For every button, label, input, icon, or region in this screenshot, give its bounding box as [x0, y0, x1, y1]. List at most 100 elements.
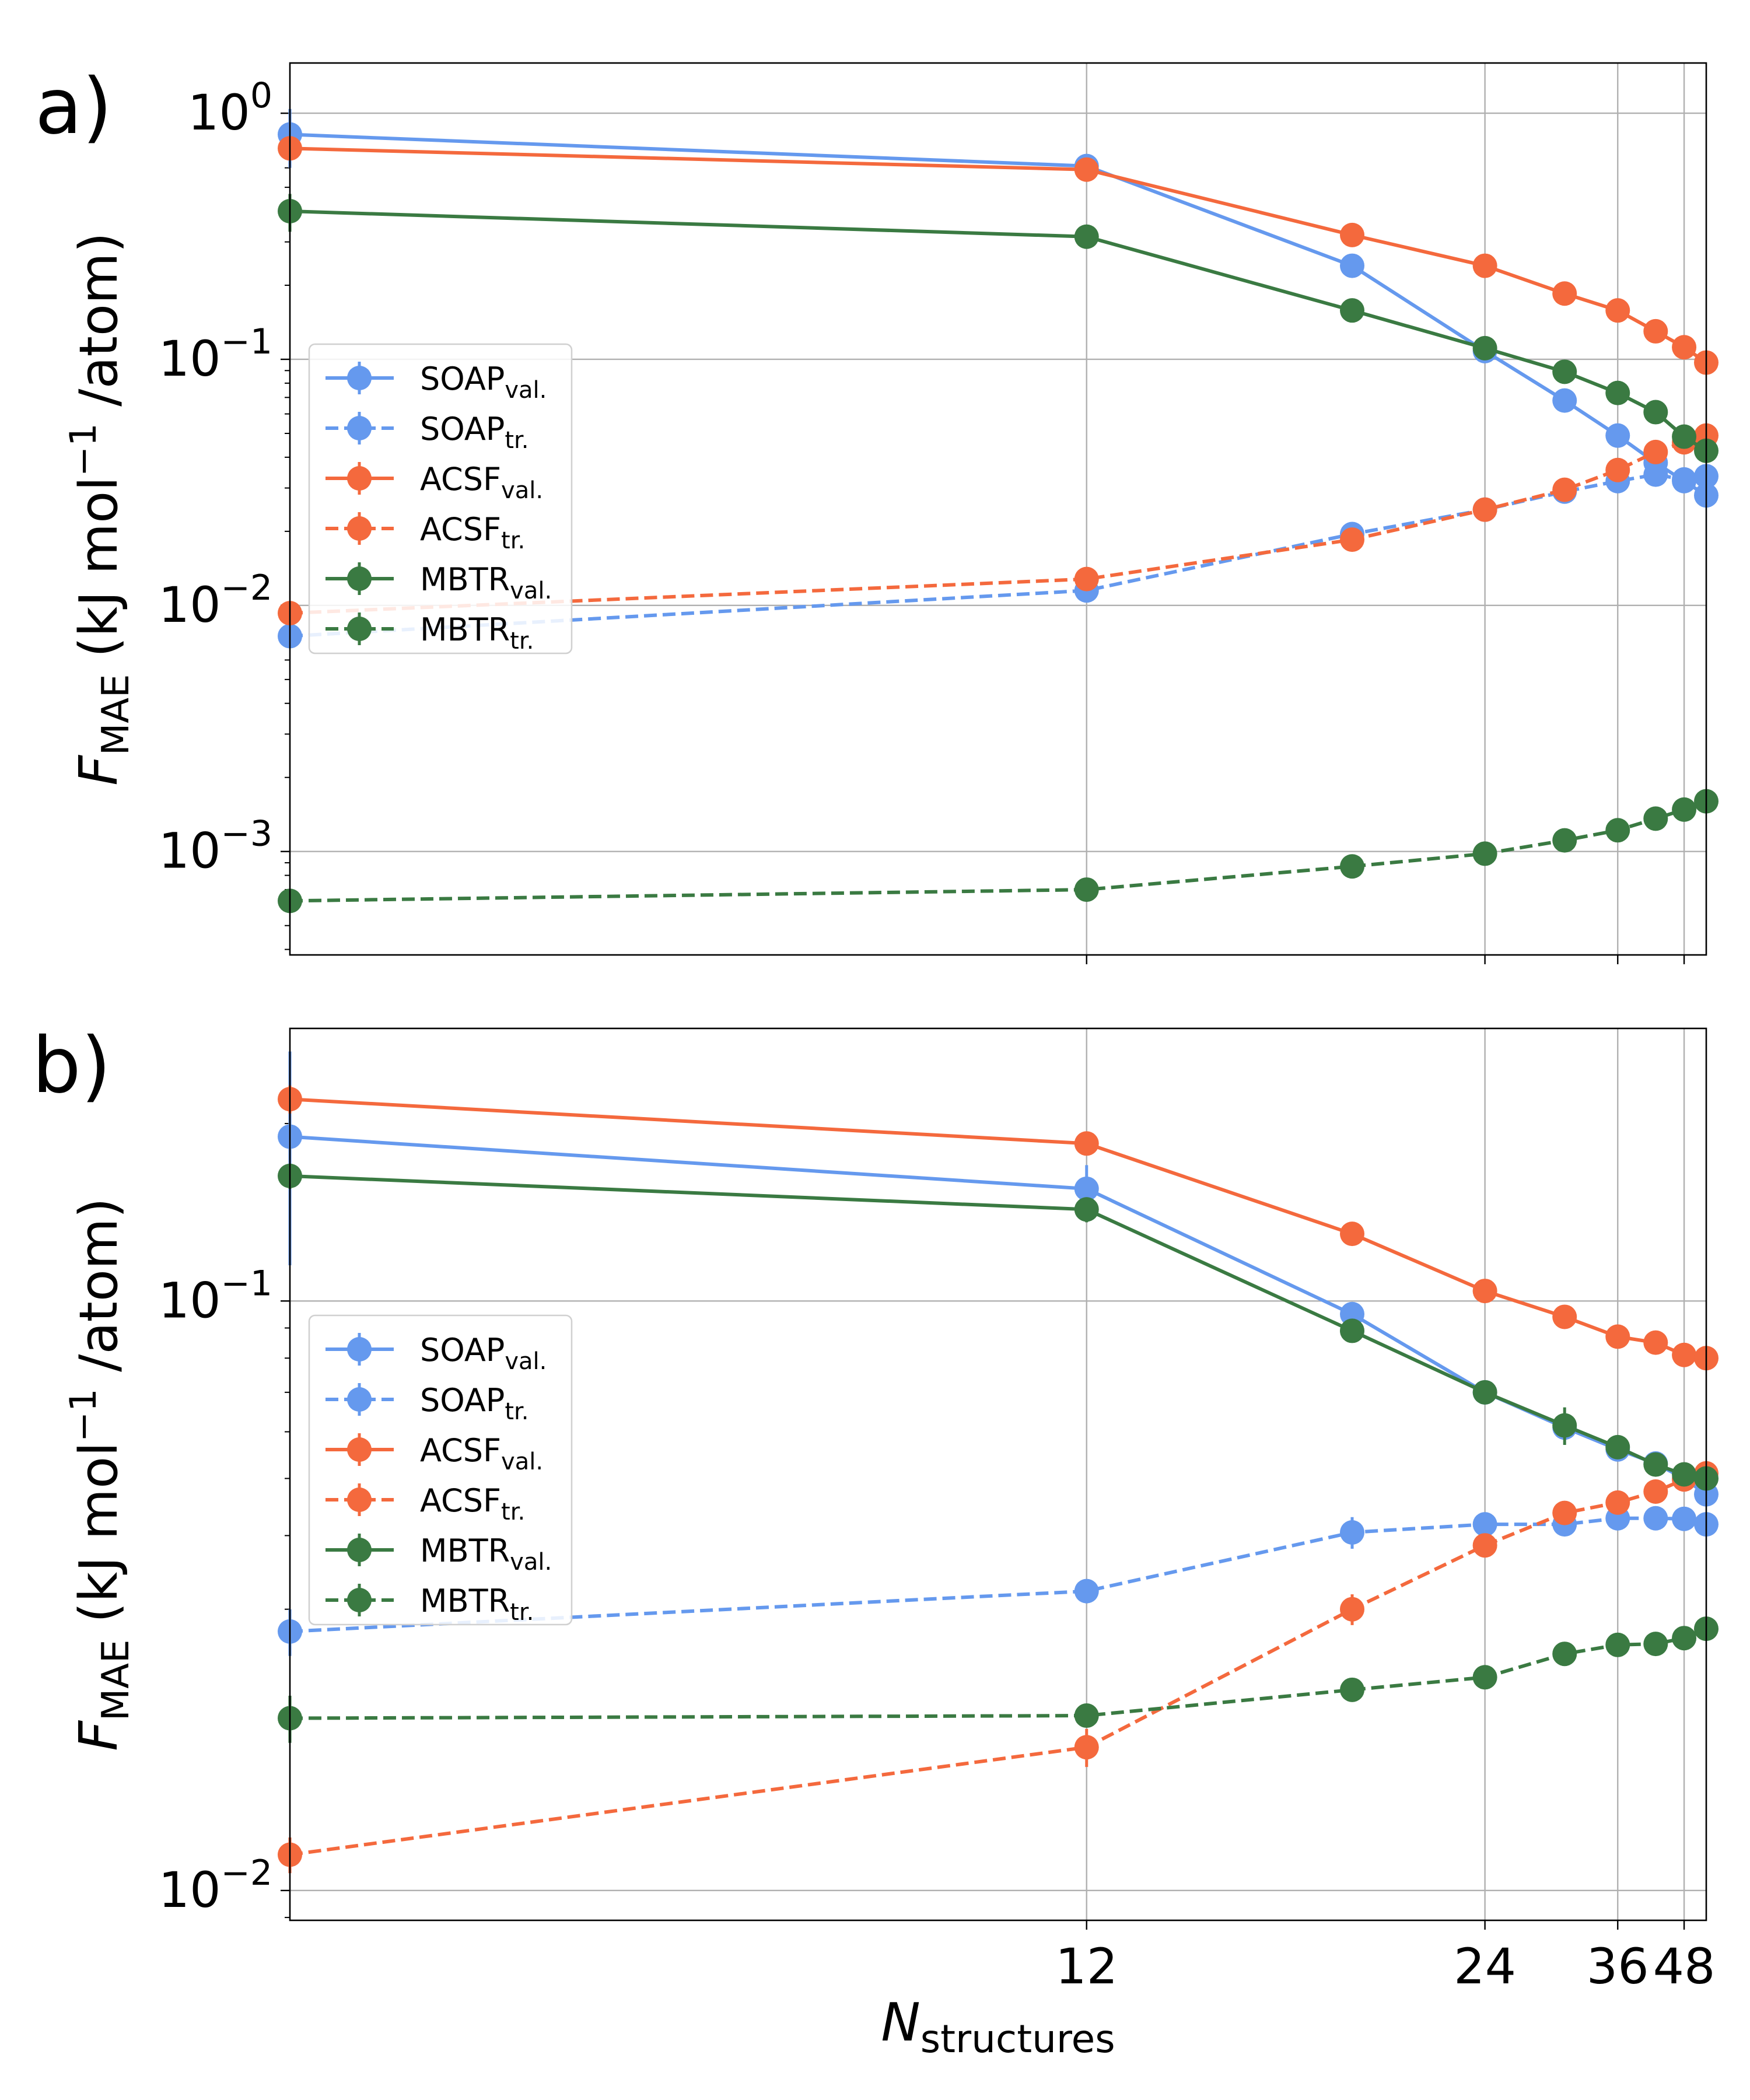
y-tick-label: 10−3: [159, 814, 272, 880]
legend-entry: SOAPval.: [326, 360, 547, 404]
legend-marker: [347, 1538, 372, 1562]
data-point: [1672, 335, 1697, 360]
data-point: [1605, 1434, 1630, 1460]
data-point: [1074, 1578, 1099, 1604]
legend-label: SOAPval.: [420, 1332, 547, 1375]
legend-label: ACSFval.: [420, 461, 543, 504]
data-point: [1552, 1413, 1577, 1438]
legend-marker: [347, 1588, 372, 1612]
data-point: [1340, 1677, 1364, 1702]
data-point: [1552, 388, 1577, 413]
data-point: [1643, 462, 1668, 487]
data-point: [1074, 1197, 1099, 1222]
data-point: [1605, 1490, 1630, 1515]
legend-label: ACSFval.: [420, 1432, 543, 1475]
data-point: [1605, 1632, 1630, 1657]
data-point: [1605, 1324, 1630, 1349]
legend-entry: ACSFval.: [326, 461, 543, 504]
legend-box: [308, 343, 573, 654]
data-point: [1552, 477, 1577, 502]
data-point: [1672, 467, 1697, 492]
data-point: [1643, 439, 1668, 464]
data-point: [1552, 1642, 1577, 1667]
data-point: [1472, 253, 1497, 278]
data-point: [1074, 1703, 1099, 1728]
legend-marker: [347, 466, 372, 491]
data-point: [1074, 157, 1099, 182]
series-mbtr-tr: [278, 789, 1718, 914]
data-point: [1472, 335, 1497, 360]
data-point: [1643, 1632, 1668, 1657]
legend-marker: [347, 366, 372, 390]
legend-marker: [347, 617, 372, 641]
legend-label: SOAPtr.: [420, 411, 529, 454]
legend-entry: SOAPval.: [326, 1332, 547, 1375]
legend-entry: MBTRtr.: [326, 611, 534, 654]
legend-marker: [347, 1488, 372, 1512]
series-mbtr-val: [278, 194, 1718, 463]
data-point: [1605, 423, 1630, 448]
data-point: [1552, 1500, 1577, 1525]
x-tick-label: 24: [1454, 1938, 1516, 1995]
data-point: [1605, 380, 1630, 405]
legend-label: MBTRtr.: [420, 1583, 534, 1626]
panel-label: b): [32, 1021, 111, 1111]
legend-marker: [347, 1387, 372, 1412]
panel-a: 100 10−1 10−2 10−3 SOAPval. SOAPtr. ACSFval. AC…: [35, 62, 1718, 964]
legend: SOAPval. SOAPtr. ACSFval. ACSFtr. MBTRval. MB…: [308, 1314, 573, 1626]
data-point: [1340, 1318, 1364, 1343]
y-axis-label: FMAE (kJ mol−1 /atom): [62, 1198, 138, 1751]
data-point: [1643, 1479, 1668, 1504]
legend-entry: MBTRval.: [326, 561, 552, 604]
series-line: [289, 146, 1707, 365]
legend-box: [308, 1314, 573, 1626]
legend-marker: [347, 416, 372, 440]
legend-marker: [347, 566, 372, 591]
data-point: [1472, 1279, 1497, 1304]
data-point: [1074, 877, 1099, 902]
data-point: [1472, 497, 1497, 522]
x-axis-label: Nstructures: [881, 1992, 1115, 2062]
data-point: [1340, 1597, 1364, 1622]
data-point: [1074, 1176, 1099, 1201]
data-point: [1672, 1342, 1697, 1367]
axes-frame: [289, 1027, 1707, 1922]
series-mbtr-tr: [278, 1616, 1718, 1743]
legend-entry: SOAPtr.: [326, 411, 529, 454]
data-point: [1340, 298, 1364, 323]
data-point: [1074, 1131, 1099, 1156]
data-point: [1340, 222, 1364, 247]
data-point: [1074, 224, 1099, 249]
panel-b: 10−1 10−2 12 24 36 48 SOAPval. SOAPtr. ACSFval. A…: [32, 1021, 1718, 1995]
legend-entry: ACSFval.: [326, 1432, 543, 1475]
data-point: [1672, 797, 1697, 822]
data-point: [1643, 1330, 1668, 1355]
x-tick-label: 48: [1653, 1938, 1716, 1995]
legend-label: SOAPval.: [420, 360, 547, 404]
data-point: [1672, 1462, 1697, 1487]
panel-label: a): [35, 62, 112, 152]
legend-label: MBTRval.: [420, 1532, 552, 1576]
data-point: [1340, 1520, 1364, 1545]
series-mbtr-val: [278, 1163, 1718, 1491]
series-acsf-val: [278, 1085, 1718, 1371]
data-point: [1552, 359, 1577, 384]
legend-entry: MBTRval.: [326, 1532, 552, 1576]
data-point: [1472, 1533, 1497, 1558]
y-tick-label: 10−2: [159, 568, 272, 634]
y-tick-label: 10−2: [159, 1853, 272, 1919]
y-tick-label: 10−1: [159, 321, 272, 387]
data-point: [1643, 400, 1668, 425]
data-point: [1552, 1304, 1577, 1329]
legend-label: MBTRtr.: [420, 611, 534, 654]
axes-frame: [289, 62, 1707, 956]
legend-marker: [347, 516, 372, 541]
y-axis-label: FMAE (kJ mol−1 /atom): [62, 232, 138, 786]
legend-label: MBTRval.: [420, 561, 552, 604]
data-point: [1605, 457, 1630, 482]
data-point: [1605, 818, 1630, 843]
data-point: [1340, 253, 1364, 278]
legend-label: ACSFtr.: [420, 1482, 525, 1525]
legend-entry: SOAPtr.: [326, 1382, 529, 1425]
